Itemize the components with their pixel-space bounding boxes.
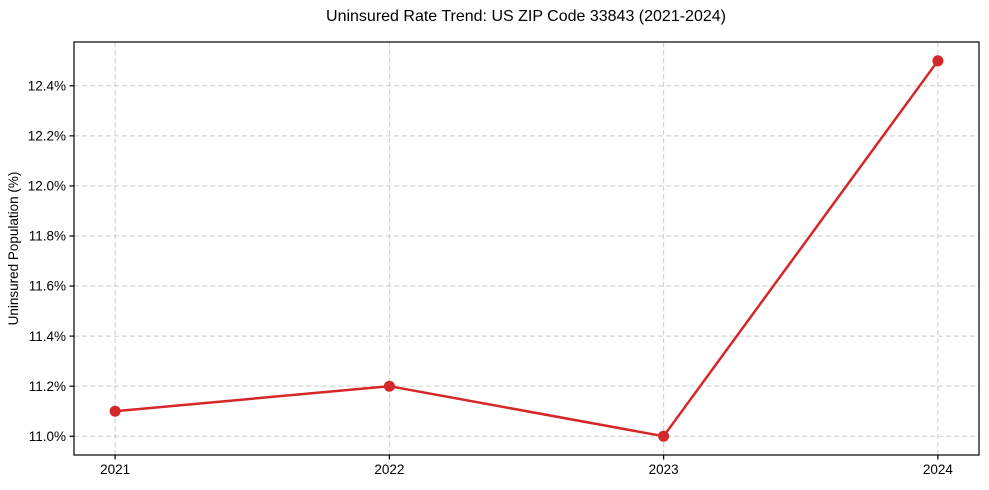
y-tick-label: 11.6% <box>29 279 66 294</box>
axis-ticks <box>69 85 939 460</box>
y-tick-label: 11.8% <box>29 229 66 244</box>
y-tick-label: 11.2% <box>29 379 66 394</box>
y-tick-label: 12.4% <box>28 79 66 94</box>
x-tick-label: 2023 <box>649 462 679 477</box>
data-point <box>383 380 395 392</box>
x-tick-label: 2024 <box>923 462 954 477</box>
plot-border <box>73 41 980 456</box>
chart-title: Uninsured Rate Trend: US ZIP Code 33843 … <box>326 8 726 25</box>
y-tick-label: 12.2% <box>28 129 66 144</box>
axis-tick-labels: 11.0% 11.2% 11.4% 11.6% 11.8% 12.0% 12.2% 12.4%… <box>28 79 954 477</box>
data-point <box>658 430 670 442</box>
x-tick-label: 2021 <box>100 462 130 477</box>
y-tick-label: 11.4% <box>29 329 66 344</box>
series-line <box>113 59 940 438</box>
data-point <box>932 55 944 67</box>
x-tick-label: 2022 <box>374 462 404 477</box>
y-axis-label: Uninsured Population (%) <box>6 172 21 326</box>
y-tick-label: 11.0% <box>29 429 66 444</box>
gridlines <box>74 42 979 455</box>
data-series <box>109 55 944 442</box>
data-point <box>109 405 121 417</box>
y-tick-label: 12.0% <box>28 179 66 194</box>
